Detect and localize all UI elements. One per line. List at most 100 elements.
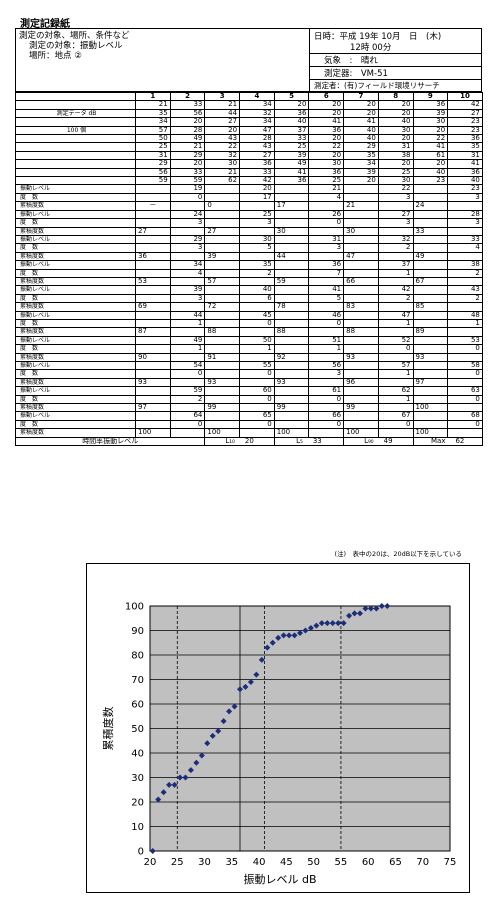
empty-cell <box>412 360 449 371</box>
data-point <box>182 774 189 781</box>
data-cell: 21 <box>204 100 241 110</box>
level-value: 27 <box>377 209 414 220</box>
level-row: 振動レベル 29 30 31 32 33 <box>15 234 483 245</box>
data-cell: 30 <box>377 176 414 186</box>
data-cell: 40 <box>412 167 449 178</box>
empty-cell <box>377 327 414 337</box>
empty-cell <box>239 276 275 287</box>
cumulative-value: 93 <box>135 377 171 388</box>
level-value: 29 <box>169 234 206 245</box>
cumulative-value: 88 <box>204 327 241 337</box>
data-cell: 59 <box>135 176 171 186</box>
header-instrument: 測定器: VM-51 <box>310 67 481 80</box>
cumulative-value: 87 <box>135 327 171 337</box>
data-point <box>198 752 205 759</box>
cumulative-row: 累積度数 69 72 78 83 85 <box>15 302 483 312</box>
empty-cell <box>135 386 171 396</box>
empty-cell <box>169 428 206 438</box>
data-cell: 57 <box>135 125 171 136</box>
cumulative-value: 47 <box>343 251 379 262</box>
data-point <box>362 605 369 612</box>
level-value: 23 <box>447 184 483 194</box>
level-row-label: 振動レベル <box>15 386 136 396</box>
data-cell: 56 <box>169 108 206 119</box>
header-measurer: 測定者：(有)フィールド環境リサーチ <box>314 81 440 90</box>
data-cell: 33 <box>239 167 275 178</box>
footer-max: Max 62 <box>412 436 483 447</box>
level-row: 振動レベル 34 35 36 37 38 <box>15 260 483 270</box>
data-point <box>335 620 342 627</box>
data-point <box>166 781 173 788</box>
column-header: 4 <box>239 91 275 102</box>
empty-cell <box>377 226 414 236</box>
data-row-label <box>15 176 136 186</box>
data-cell: 20 <box>377 134 414 144</box>
cumulative-row: 累積度数 97 99 99 99 100 <box>15 403 483 413</box>
header-left-line-3: 場所：地点 ② <box>29 51 82 61</box>
x-tick-label: 55 <box>335 857 348 868</box>
data-cell: 49 <box>273 159 310 169</box>
level-row: 振動レベル 24 25 26 27 28 <box>15 209 483 220</box>
column-header: 10 <box>447 91 483 102</box>
frequency-value: 0 <box>308 394 345 405</box>
empty-cell <box>273 335 310 346</box>
column-header: 3 <box>204 91 241 102</box>
level-row: 振動レベル 54 55 56 57 58 <box>15 360 483 371</box>
data-cell: 41 <box>447 159 483 169</box>
data-cell: 29 <box>169 150 206 161</box>
data-cell: 21 <box>135 100 171 110</box>
data-cell: 61 <box>412 150 449 161</box>
x-tick-label: 20 <box>144 857 157 868</box>
empty-cell <box>308 403 345 413</box>
data-cell: 50 <box>135 134 171 144</box>
empty-cell <box>273 360 310 371</box>
data-cell: 34 <box>343 159 379 169</box>
cumulative-value: 100 <box>135 428 171 438</box>
data-point <box>367 605 374 612</box>
cumulative-value: 27 <box>135 226 171 236</box>
data-cell: 31 <box>135 150 171 161</box>
empty-cell <box>343 369 379 379</box>
header-date: 日時：平成 19年 10月 日 (木) <box>314 32 442 42</box>
level-value: 45 <box>239 310 275 320</box>
empty-cell <box>308 251 345 262</box>
cumulative-value: 17 <box>273 201 310 211</box>
empty-cell <box>377 352 414 363</box>
data-point <box>237 686 243 693</box>
data-cell: 25 <box>135 142 171 152</box>
level-value: 62 <box>377 386 414 396</box>
empty-cell <box>204 411 241 421</box>
cumulative-row-label: 累積度数 <box>15 403 136 413</box>
header-right: 日時：平成 19年 10月 日 (木) 12時 00分 気象 : 晴れ 測定器:… <box>310 29 481 91</box>
frequency-row: 度 数 3 3 0 3 3 <box>15 218 483 228</box>
level-value: 34 <box>169 260 206 270</box>
frequency-value: 0 <box>377 419 414 430</box>
data-row-label <box>15 167 136 178</box>
frequency-value: 2 <box>377 293 414 304</box>
level-value: 60 <box>239 386 275 396</box>
footer-l90-value: 49 <box>383 437 393 445</box>
empty-cell <box>343 184 379 194</box>
data-point <box>187 767 194 774</box>
cumulative-value: 100 <box>343 428 379 438</box>
data-cell: 27 <box>239 150 275 161</box>
data-cell: 20 <box>377 100 414 110</box>
frequency-value: 7 <box>308 268 345 278</box>
cumulative-value: 93 <box>273 377 310 388</box>
data-cell: 20 <box>343 176 379 186</box>
footer-l5-label: L₅ <box>296 437 303 445</box>
empty-cell <box>273 260 310 270</box>
empty-cell <box>412 218 449 228</box>
level-value: 38 <box>447 260 483 270</box>
cumulative-value: 100 <box>412 428 449 438</box>
header-weather: 気象 : 晴れ <box>310 54 481 67</box>
x-axis-label: 振動レベル dB <box>243 872 316 886</box>
data-point <box>302 627 309 634</box>
frequency-value: 0 <box>239 369 275 379</box>
data-cell: 40 <box>273 117 310 127</box>
data-row-label: 測定データ dB <box>15 108 136 119</box>
empty-cell <box>204 360 241 371</box>
cumulative-value: 49 <box>412 251 449 262</box>
data-cell: 20 <box>308 150 345 161</box>
level-value: 49 <box>169 335 206 346</box>
